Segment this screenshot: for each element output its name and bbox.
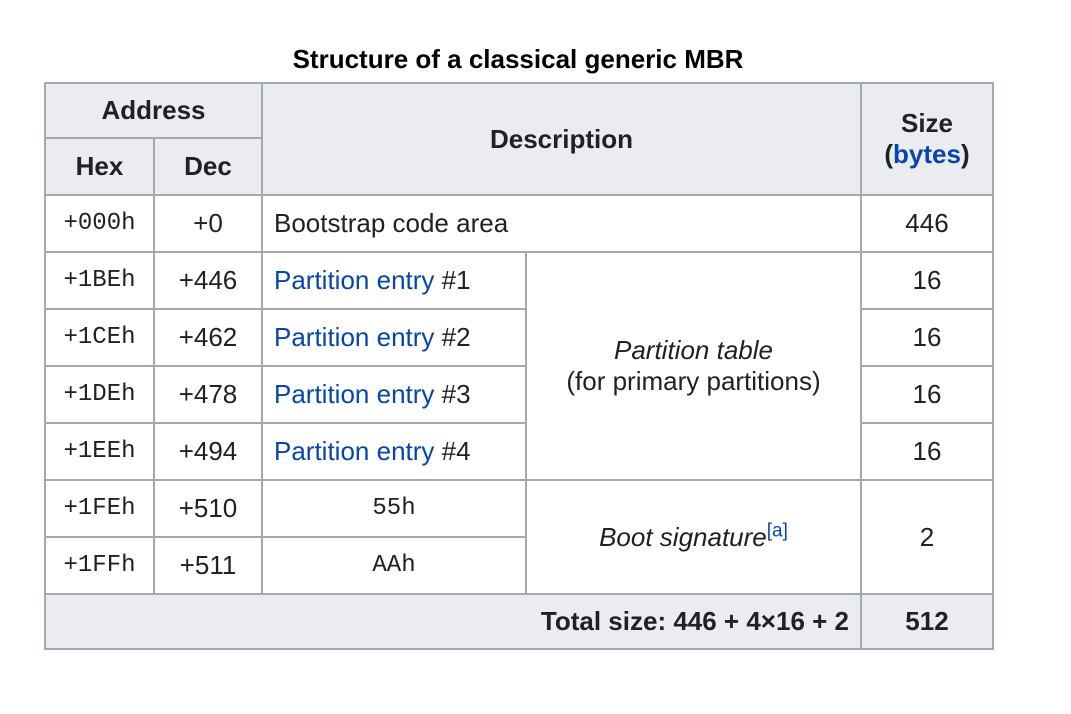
table-row: +1DEh +478 Partition entry #3 16: [44, 365, 994, 424]
address-header: Address: [44, 82, 263, 139]
size-cell: 16: [860, 251, 994, 310]
size-cell: 16: [860, 308, 994, 367]
dec-cell: +511: [153, 536, 263, 595]
partition-table-cell: Partition table (for primary partitions): [525, 251, 862, 481]
size-paren-open: (: [884, 139, 894, 169]
table-row: +1FEh +510 55h Boot signature[a] 2: [44, 479, 994, 595]
hex-header-link[interactable]: Hex: [44, 137, 155, 196]
partition-entry-number: #1: [434, 265, 471, 295]
total-row: Total size: 446 + 4×16 + 2 512: [44, 593, 994, 650]
dec-cell: +478: [153, 365, 263, 424]
description-cell: Partition entry #3: [261, 365, 527, 424]
dec-header-link[interactable]: Dec: [153, 137, 263, 196]
partition-entry-number: #2: [434, 322, 471, 352]
dec-cell: +462: [153, 308, 263, 367]
boot-signature-cell: Boot signature[a]: [525, 479, 862, 595]
partition-table-title: Partition table: [614, 335, 773, 365]
footnote-ref-link[interactable]: [a]: [766, 519, 788, 541]
table-row: +1CEh +462 Partition entry #2 16: [44, 308, 994, 367]
table-row: +000h +0 Bootstrap code area 446: [44, 194, 994, 253]
table-row: +1EEh +494 Partition entry #4 16: [44, 422, 994, 481]
size-paren-close: ): [960, 139, 970, 169]
hex-cell: +1BEh: [44, 251, 155, 310]
dec-cell: +494: [153, 422, 263, 481]
description-cell: Bootstrap code area: [261, 194, 862, 253]
partition-entry-number: #3: [434, 379, 471, 409]
mbr-structure-table: Address Description Size (bytes) Hex Dec…: [44, 82, 994, 650]
boot-signature-label: Boot signature: [599, 521, 767, 552]
total-value: 512: [860, 593, 994, 650]
signature-byte-cell: 55h: [261, 479, 527, 538]
partition-table-subtitle: (for primary partitions): [566, 366, 821, 396]
hex-cell: +1EEh: [44, 422, 155, 481]
total-label: Total size: 446 + 4×16 + 2: [44, 593, 862, 650]
size-cell: 2: [860, 479, 994, 595]
table-row: +1BEh +446 Partition entry #1 Partition …: [44, 251, 994, 481]
hex-cell: +1FEh: [44, 479, 155, 538]
hex-cell: +000h: [44, 194, 155, 253]
description-cell: Partition entry #1: [261, 251, 527, 310]
dec-cell: +446: [153, 251, 263, 310]
size-cell: 16: [860, 365, 994, 424]
hex-cell: +1CEh: [44, 308, 155, 367]
bytes-link[interactable]: bytes: [893, 139, 961, 169]
partition-entry-link[interactable]: Partition entry: [274, 322, 435, 352]
partition-entry-link[interactable]: Partition entry: [274, 265, 435, 295]
dec-cell: +0: [153, 194, 263, 253]
description-header: Description: [261, 82, 862, 196]
subheader-row: Hex Dec: [44, 137, 993, 196]
size-cell: 16: [860, 422, 994, 481]
size-cell: 446: [860, 194, 994, 253]
description-cell: Partition entry #4: [261, 422, 527, 481]
description-cell: Partition entry #2: [261, 308, 527, 367]
hex-cell: +1FFh: [44, 536, 155, 595]
table-caption: Structure of a classical generic MBR: [292, 44, 744, 74]
hex-cell: +1DEh: [44, 365, 155, 424]
header-row: Address Description Size (bytes): [44, 82, 994, 196]
signature-byte-cell: AAh: [261, 536, 527, 595]
partition-entry-link[interactable]: Partition entry: [274, 436, 435, 466]
partition-entry-number: #4: [434, 436, 471, 466]
partition-entry-link[interactable]: Partition entry: [274, 379, 435, 409]
size-header: Size (bytes): [860, 82, 994, 196]
dec-cell: +510: [153, 479, 263, 538]
table-row: +1FFh +511 AAh: [44, 536, 993, 595]
size-header-label: Size: [900, 108, 954, 138]
